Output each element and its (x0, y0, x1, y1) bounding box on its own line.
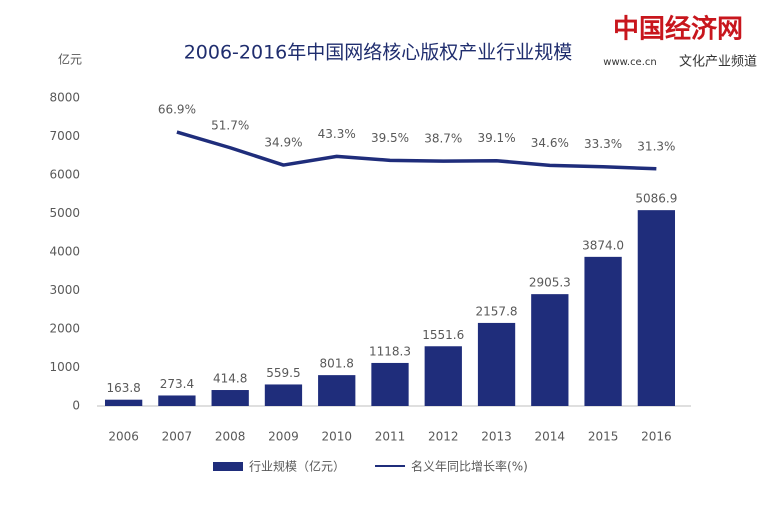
y-tick-label: 5000 (49, 206, 80, 220)
x-tick-label: 2006 (108, 430, 139, 444)
line (176, 130, 657, 171)
bar-value-label: 801.8 (320, 357, 354, 371)
logo-name: 中国经济网 (613, 14, 743, 45)
bar-value-label: 1118.3 (369, 344, 411, 358)
bar-value-label: 2157.8 (476, 304, 518, 318)
bar-value-label: 273.4 (160, 377, 194, 391)
bar (477, 322, 516, 406)
x-tick-label: 2014 (535, 430, 566, 444)
line-value-label: 34.9% (264, 136, 302, 150)
x-tick-label: 2008 (215, 430, 246, 444)
y-tick-label: 6000 (49, 168, 80, 182)
line-value-label: 39.5% (371, 131, 409, 145)
bar (158, 395, 196, 406)
bar-value-label: 1551.6 (422, 328, 464, 342)
bar (424, 346, 462, 406)
bar (371, 362, 409, 406)
y-tick-label: 4000 (49, 245, 80, 259)
logo-channel: 文化产业频道 (679, 55, 757, 70)
line-value-label: 38.7% (424, 132, 462, 146)
chart-title: 2006-2016年中国网络核心版权产业行业规模 (184, 42, 573, 64)
bar-value-label: 5086.9 (635, 192, 677, 206)
line-value-label: 39.1% (477, 131, 515, 145)
line-value-label: 51.7% (211, 118, 249, 132)
line-value-label: 33.3% (584, 137, 622, 151)
x-tick-label: 2011 (375, 430, 406, 444)
bar-value-label: 3874.0 (582, 238, 624, 252)
bar-value-label: 2905.3 (529, 276, 571, 290)
y-tick-label: 7000 (49, 129, 80, 143)
line-value-label: 31.3% (637, 139, 675, 153)
y-axis-label: 亿元 (58, 52, 82, 67)
x-tick-label: 2007 (162, 430, 193, 444)
x-tick-label: 2016 (641, 430, 672, 444)
x-tick-label: 2013 (481, 430, 512, 444)
line-value-label: 66.9% (158, 103, 196, 117)
bar (318, 375, 356, 406)
logo-url: www.ce.cn (603, 57, 656, 68)
x-tick-label: 2015 (588, 430, 619, 444)
y-tick-label: 0 (72, 399, 80, 413)
bar (211, 390, 249, 406)
line-value-label: 34.6% (531, 136, 569, 150)
bar (264, 384, 303, 406)
bar-value-label: 414.8 (213, 372, 247, 386)
bar (637, 210, 676, 406)
x-tick-label: 2009 (268, 430, 299, 444)
bar (104, 399, 143, 406)
x-tick-label: 2012 (428, 430, 459, 444)
legend-label: 名义年同比增长率(%) (411, 459, 528, 474)
legend-swatch (213, 462, 243, 471)
y-tick-label: 1000 (49, 360, 80, 374)
y-tick-label: 3000 (49, 283, 80, 297)
bar (584, 256, 622, 406)
legend-label: 行业规模（亿元） (249, 459, 345, 474)
bar-value-label: 559.5 (266, 366, 300, 380)
line-value-label: 43.3% (318, 127, 356, 141)
bar-value-label: 163.8 (106, 381, 140, 395)
bar (531, 294, 569, 406)
y-tick-label: 8000 (49, 91, 80, 105)
x-tick-label: 2010 (321, 430, 352, 444)
y-tick-label: 2000 (49, 322, 80, 336)
